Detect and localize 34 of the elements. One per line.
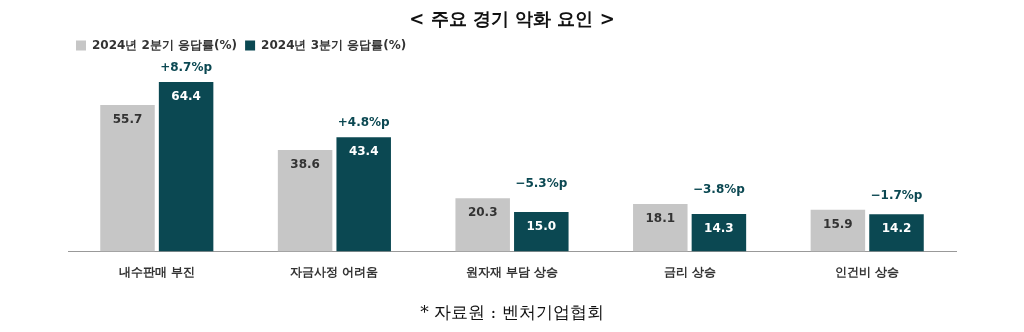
x-tick-label: 금리 상승 bbox=[663, 264, 716, 279]
data-label: 18.1 bbox=[645, 211, 676, 226]
bar bbox=[691, 213, 747, 252]
bar bbox=[100, 104, 155, 252]
text: * 자료원 : 벤처기업협회 bbox=[420, 301, 604, 322]
x-tick-label: 자금사정 어려움 bbox=[290, 264, 379, 279]
bar bbox=[158, 81, 214, 252]
annotation: +8.7%p bbox=[160, 60, 213, 75]
data-label: 14.2 bbox=[881, 221, 912, 236]
data-label: 15.9 bbox=[823, 216, 853, 231]
data-label: 14.3 bbox=[704, 221, 734, 236]
legend-label: 2024년 3분기 응답률(%) bbox=[261, 37, 407, 52]
data-label: 55.7 bbox=[112, 112, 143, 126]
annotation: −1.7%p bbox=[870, 187, 923, 202]
bar bbox=[869, 214, 924, 252]
chart-title: < 주요 경기 악화 요인 > bbox=[409, 8, 615, 30]
x-tick-label: 인건비 상승 bbox=[835, 264, 900, 279]
data-label: 43.4 bbox=[348, 144, 379, 159]
bar bbox=[336, 137, 391, 252]
bar bbox=[455, 198, 510, 252]
data-label: 20.3 bbox=[467, 205, 498, 220]
data-label: 38.6 bbox=[290, 157, 320, 172]
bar bbox=[277, 149, 333, 252]
x-tick-label: 내수판매 부진 bbox=[118, 264, 195, 279]
legend-label: 2024년 2분기 응답률(%) bbox=[92, 37, 238, 52]
bar bbox=[810, 209, 866, 252]
bar bbox=[514, 212, 569, 252]
annotation: −3.8%p bbox=[692, 182, 746, 197]
x-tick-label: 원자재 부담 상승 bbox=[465, 264, 559, 279]
data-label: 15.0 bbox=[526, 219, 557, 234]
annotation: −5.3%p bbox=[515, 176, 568, 191]
bar bbox=[633, 203, 688, 252]
annotation: +4.8%p bbox=[337, 115, 391, 130]
data-label: 64.4 bbox=[171, 89, 201, 104]
